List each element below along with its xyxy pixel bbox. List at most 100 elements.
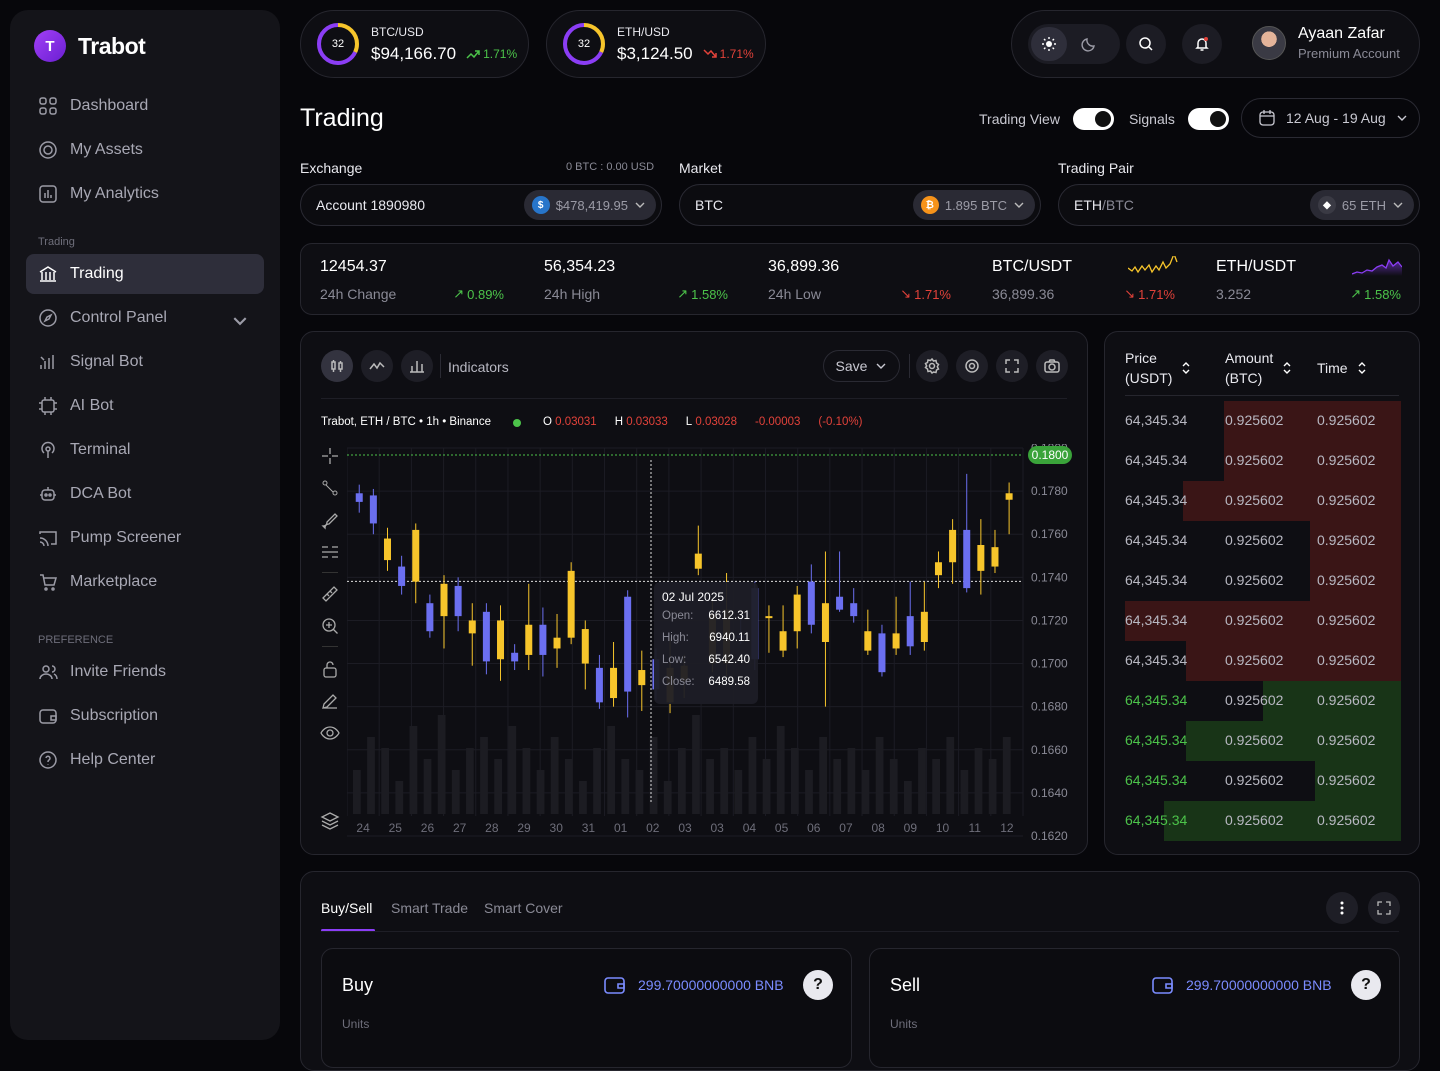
line-chart-button[interactable]	[361, 350, 393, 382]
order-book-row[interactable]: 64,345.34 0.925602 0.925602	[1125, 601, 1401, 641]
date-range-picker[interactable]: 12 Aug - 19 Aug	[1241, 98, 1420, 138]
bar-chart-button[interactable]	[401, 350, 433, 382]
sidebar-item-invite-friends[interactable]: Invite Friends	[26, 652, 264, 692]
tab-buy-sell[interactable]: Buy/Sell	[321, 900, 373, 916]
theme-switch[interactable]	[1028, 24, 1120, 64]
candle-body	[779, 631, 787, 651]
chart-preferences-button[interactable]	[956, 350, 988, 382]
ruler-icon[interactable]	[320, 584, 340, 604]
depth-bar	[1185, 641, 1401, 681]
ticker-progress-ring: 32	[561, 21, 607, 67]
screenshot-button[interactable]	[1036, 350, 1068, 382]
dark-mode-button[interactable]	[1071, 27, 1107, 61]
sidebar-item-subscription[interactable]: Subscription	[26, 696, 264, 736]
expand-panel-button[interactable]	[1368, 892, 1400, 924]
pair-base: ETH	[1074, 197, 1102, 213]
order-book-row[interactable]: 64,345.34 0.925602 0.925602	[1125, 761, 1401, 801]
sidebar-item-my-assets[interactable]: My Assets	[26, 130, 264, 170]
order-book-row[interactable]: 64,345.34 0.925602 0.925602	[1125, 641, 1401, 681]
fibonacci-icon[interactable]	[320, 542, 340, 562]
ticker-change: 1.71%	[466, 47, 517, 61]
more-options-button[interactable]	[1326, 892, 1358, 924]
signals-toggle[interactable]	[1187, 108, 1229, 130]
logo[interactable]: T Trabot	[34, 30, 146, 62]
search-icon	[1139, 37, 1153, 51]
ticker-price: $94,166.70	[371, 43, 457, 63]
exchange-balance-pill[interactable]: $ $478,419.95	[523, 190, 656, 220]
volume-bar	[748, 737, 757, 814]
candle-body	[963, 529, 971, 589]
order-book-row[interactable]: 64,345.34 0.925602 0.925602	[1125, 681, 1401, 721]
stat-btc-usdt[interactable]: BTC/USDT 36,899.36 ↘ 1.71%	[992, 256, 1197, 302]
order-book-row[interactable]: 64,345.34 0.925602 0.925602	[1125, 481, 1401, 521]
trading-pair-select[interactable]: ETH/BTC ◆ 65 ETH	[1058, 184, 1420, 226]
trend-down-icon: ↘	[1124, 286, 1136, 301]
pair-balance-pill[interactable]: ◆ 65 ETH	[1309, 190, 1414, 220]
market-select[interactable]: BTC ₿ 1.895 BTC	[679, 184, 1041, 226]
ticker-eth-usd[interactable]: 32 ETH/USD $3,124.50 1.71%	[546, 10, 766, 78]
sidebar-item-terminal[interactable]: Terminal	[26, 430, 264, 470]
sell-help-button[interactable]: ?	[1351, 970, 1381, 1000]
sidebar-item-control-panel[interactable]: Control Panel	[26, 298, 264, 338]
tab-smart-cover[interactable]: Smart Cover	[484, 900, 563, 916]
order-book-row[interactable]: 64,345.34 0.925602 0.925602	[1125, 521, 1401, 561]
order-book-row[interactable]: 64,345.34 0.925602 0.925602	[1125, 441, 1401, 481]
volume-bar	[762, 759, 771, 814]
save-button[interactable]: Save	[823, 350, 900, 382]
indicators-button[interactable]: Indicators	[448, 359, 509, 375]
sidebar-item-signal-bot[interactable]: Signal Bot	[26, 342, 264, 382]
light-mode-button[interactable]	[1031, 27, 1067, 61]
user-role: Premium Account	[1298, 46, 1400, 61]
amount-header-label: Amount	[1225, 350, 1274, 366]
pencil-icon[interactable]	[320, 691, 340, 711]
market-balance-pill[interactable]: ₿ 1.895 BTC	[912, 190, 1035, 220]
user-profile[interactable]: Ayaan Zafar Premium Account	[1252, 25, 1400, 61]
order-book-row[interactable]: 64,345.34 0.925602 0.925602	[1125, 401, 1401, 441]
buy-help-button[interactable]: ?	[803, 970, 833, 1000]
fullscreen-button[interactable]	[996, 350, 1028, 382]
sidebar-item-marketplace[interactable]: Marketplace	[26, 562, 264, 602]
chart-settings-button[interactable]	[916, 350, 948, 382]
candle-body	[511, 652, 519, 662]
zoom-in-icon[interactable]	[320, 616, 340, 636]
sidebar-item-dca-bot[interactable]: DCA Bot	[26, 474, 264, 514]
candles-button[interactable]	[321, 350, 353, 382]
lock-icon[interactable]	[320, 659, 340, 679]
eye-icon[interactable]	[320, 723, 340, 743]
time-column-header[interactable]: Time	[1317, 358, 1366, 378]
amount-column-header[interactable]: Amount (BTC)	[1225, 348, 1291, 388]
sidebar-item-pump-screener[interactable]: Pump Screener	[26, 518, 264, 558]
order-book-row[interactable]: 64,345.34 0.925602 0.925602	[1125, 561, 1401, 601]
trendline-icon[interactable]	[320, 478, 340, 498]
candle-body	[369, 495, 377, 524]
ring-icon	[563, 23, 605, 65]
x-axis-label: 28	[485, 821, 499, 835]
chevron-down-icon[interactable]	[230, 311, 250, 331]
volume-bar	[522, 748, 531, 814]
notifications-button[interactable]	[1182, 24, 1222, 64]
candlestick-chart[interactable]: 24 25 26 27 28 29 30 31 01 02 03 03 04 05 06 07 08 09 10 11…	[347, 444, 1085, 856]
x-axis-label: 06	[807, 821, 821, 835]
crosshair-icon[interactable]	[320, 446, 340, 466]
order-book-row[interactable]: 64,345.34 0.925602 0.925602	[1125, 721, 1401, 761]
sidebar-item-my-analytics[interactable]: My Analytics	[26, 174, 264, 214]
exchange-select[interactable]: Account 1890980 $ $478,419.95	[300, 184, 662, 226]
sidebar-item-help-center[interactable]: Help Center	[26, 740, 264, 780]
sidebar-item-ai-bot[interactable]: AI Bot	[26, 386, 264, 426]
stat-eth-usdt[interactable]: ETH/USDT 3.252 ↗ 1.58%	[1216, 258, 1402, 302]
sidebar-item-trading[interactable]: Trading	[26, 254, 264, 294]
ticker-btc-usd[interactable]: 32 BTC/USD $94,166.70 1.71%	[300, 10, 529, 78]
toolbar-separator	[321, 398, 1067, 399]
trend-up-icon: ↗	[1350, 286, 1362, 301]
stat-label: 36,899.36	[992, 286, 1055, 302]
trading-view-toggle[interactable]	[1072, 108, 1114, 130]
stat-change-value: 1.58%	[1364, 286, 1401, 302]
search-button[interactable]	[1126, 24, 1166, 64]
depth-bar	[1309, 521, 1401, 561]
brush-icon[interactable]	[320, 510, 340, 530]
order-book-row[interactable]: 64,345.34 0.925602 0.925602	[1125, 801, 1401, 841]
sidebar-item-dashboard[interactable]: Dashboard	[26, 86, 264, 126]
tab-smart-trade[interactable]: Smart Trade	[391, 900, 469, 916]
price-column-header[interactable]: Price (USDT)	[1125, 348, 1190, 388]
layers-icon[interactable]	[320, 811, 340, 831]
